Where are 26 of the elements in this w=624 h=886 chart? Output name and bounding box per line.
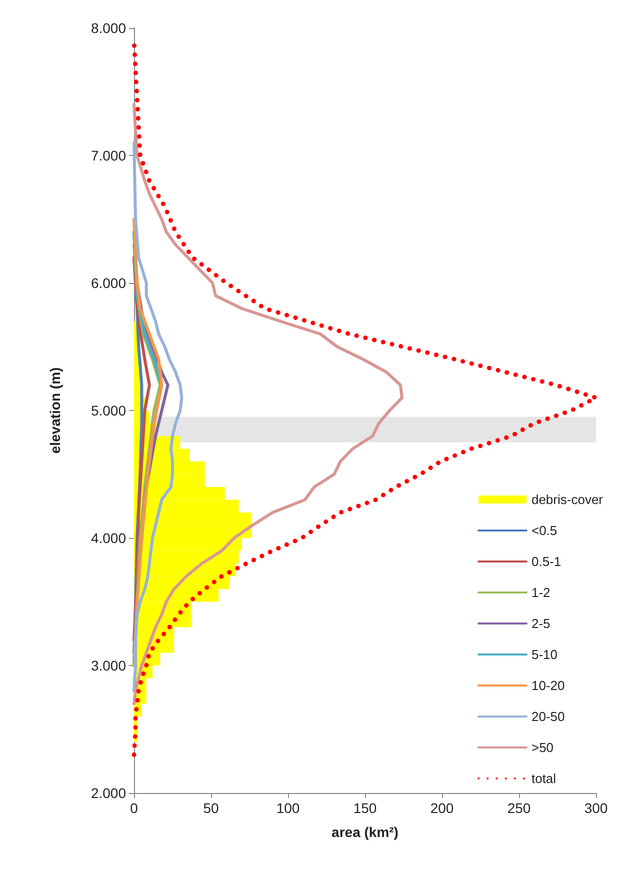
x-axis-title: area (km²) xyxy=(332,824,398,840)
x-tick-label: 50 xyxy=(203,800,219,816)
x-tick-label: 250 xyxy=(507,800,531,816)
legend-label: 0.5-1 xyxy=(531,554,562,569)
x-tick-label: 200 xyxy=(430,800,454,816)
legend-label: 2-5 xyxy=(531,616,550,631)
y-tick-label: 2.000 xyxy=(90,785,126,801)
legend-label: >50 xyxy=(531,740,554,755)
legend-label: 1-2 xyxy=(531,585,550,600)
x-tick-label: 0 xyxy=(130,800,138,816)
y-tick-label: 3.000 xyxy=(90,658,126,674)
x-tick-label: 300 xyxy=(584,800,608,816)
legend-label: debris-cover xyxy=(531,492,604,507)
legend-label: 20-50 xyxy=(531,709,565,724)
x-tick-label: 100 xyxy=(276,800,300,816)
x-tick-label: 150 xyxy=(353,800,377,816)
legend-label: total xyxy=(531,771,556,786)
y-tick-label: 7.000 xyxy=(90,148,126,164)
legend-label: 5-10 xyxy=(531,647,558,662)
y-tick-label: 4.000 xyxy=(90,530,126,546)
legend-label: 10-20 xyxy=(531,678,565,693)
y-tick-label: 6.000 xyxy=(90,275,126,291)
y-tick-label: 5.000 xyxy=(90,402,126,418)
legend-label: <0.5 xyxy=(531,523,558,538)
y-tick-label: 8.000 xyxy=(90,20,126,36)
y-axis-title: elevation (m) xyxy=(47,367,63,454)
